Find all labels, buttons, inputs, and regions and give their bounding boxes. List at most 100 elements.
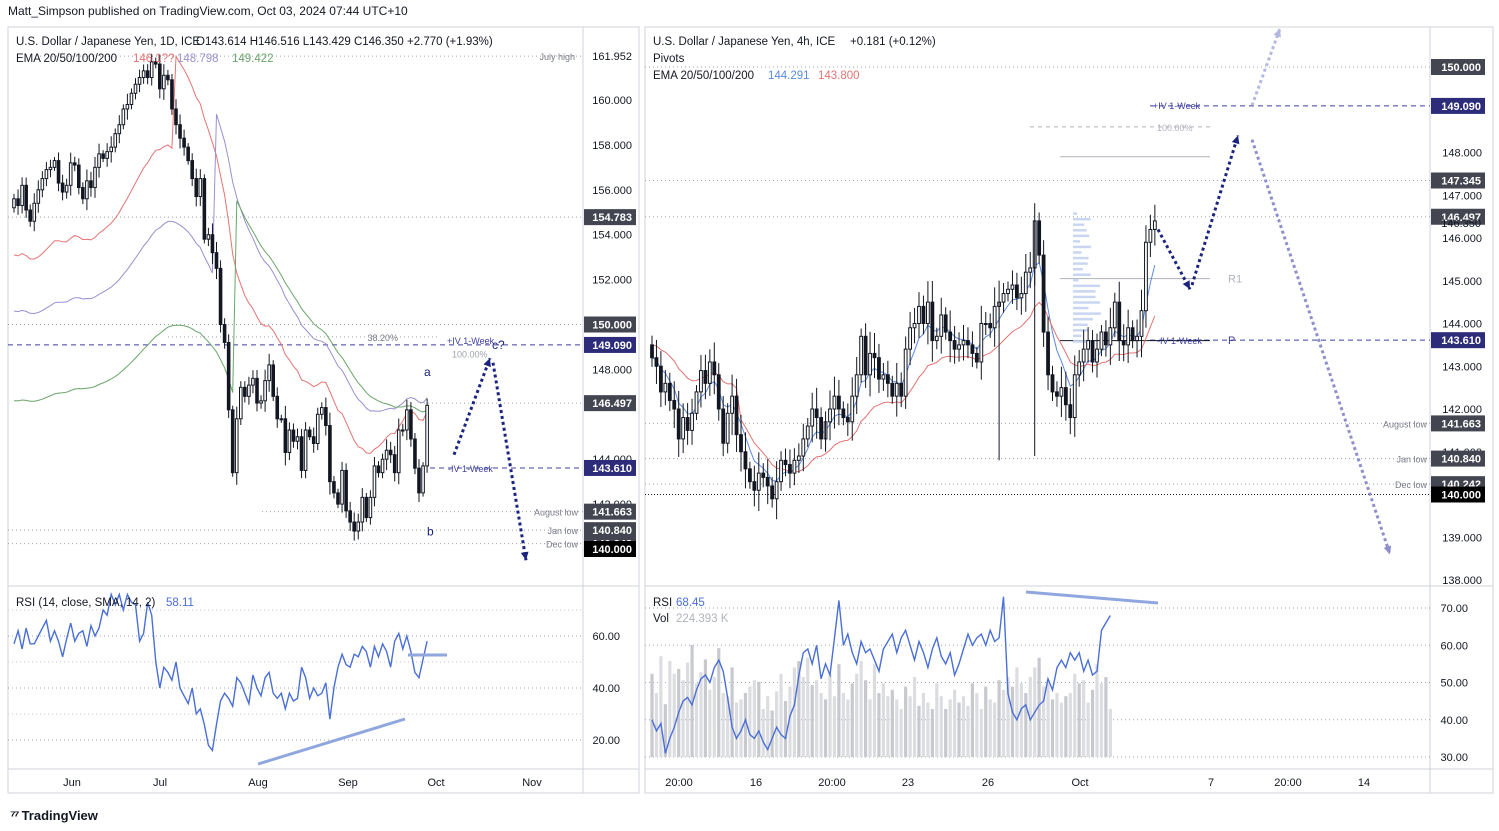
left-candle-body	[384, 449, 389, 460]
right-candle	[1019, 276, 1024, 315]
right-candle	[1023, 254, 1028, 312]
left-candle-body	[93, 166, 97, 189]
left-candle-body	[214, 252, 219, 269]
right-candle	[912, 307, 917, 344]
left-candle-body	[307, 429, 312, 438]
right-candle-body	[983, 323, 988, 325]
left-rsi-value: 58.11	[166, 597, 194, 609]
left-y-tick: 158.000	[592, 140, 632, 152]
left-candle-body	[376, 465, 381, 474]
right-candle-body	[1117, 301, 1122, 342]
right-x-tick: 20:00	[1274, 777, 1302, 789]
right-volume-bar	[841, 693, 845, 757]
right-volume-profile-bar	[1073, 234, 1090, 238]
brand-footer[interactable]: ⁷⁷ TradingView	[10, 807, 98, 823]
right-volume-bar	[1082, 680, 1086, 757]
right-volume-bar	[783, 701, 788, 757]
right-volume-bar	[908, 696, 912, 757]
right-volume-profile-bar	[1073, 295, 1096, 299]
right-candle	[694, 385, 699, 420]
right-volume-bar	[970, 683, 974, 757]
left-candle-body	[174, 108, 178, 126]
left-candle-body	[28, 209, 32, 222]
right-candle	[734, 378, 739, 452]
left-candle	[182, 129, 186, 156]
right-volume-bar	[859, 661, 863, 757]
right-volume-bar	[663, 704, 667, 757]
right-volume-bar	[961, 696, 966, 757]
right-candle-body	[992, 305, 997, 329]
right-candle-body	[1086, 340, 1090, 350]
left-ema-label: EMA 20/50/100/200	[16, 53, 117, 65]
left-candle-body	[364, 496, 369, 519]
left-candle	[64, 178, 69, 199]
left-price-tag: 140.000	[592, 544, 632, 556]
right-price-tag-bg	[1431, 450, 1485, 467]
left-candle-body	[89, 180, 93, 189]
right-ema-label: EMA 20/50/100/200	[653, 70, 754, 82]
right-candle	[730, 374, 735, 435]
right-volume-bar	[712, 677, 716, 757]
right-candle	[783, 448, 788, 477]
left-candle-body	[283, 418, 288, 453]
right-candle	[819, 407, 824, 450]
left-candle-body	[101, 153, 105, 159]
right-candle	[672, 381, 677, 429]
right-r1-label: R1	[1228, 274, 1242, 286]
right-volume-bar	[797, 661, 801, 757]
right-candle	[837, 379, 841, 426]
left-y-tick: 148.000	[592, 364, 632, 376]
left-candle	[360, 488, 365, 532]
right-candle-body	[1015, 284, 1019, 299]
right-candle-body	[894, 382, 899, 397]
left-candle	[259, 395, 263, 409]
left-candle	[137, 69, 142, 93]
left-rsi-tick: 60.00	[592, 631, 620, 643]
left-price-tag-bg	[584, 522, 636, 539]
right-candle-body	[774, 481, 779, 500]
right-volume-bar	[1108, 709, 1112, 757]
left-x-tick: Nov	[522, 777, 542, 789]
left-rsi-tick: 20.00	[592, 735, 620, 747]
right-down-arrow-1	[1156, 228, 1192, 291]
left-y-tick: 154.000	[592, 230, 632, 242]
left-candle-body	[352, 521, 356, 532]
right-volume-bar	[788, 686, 792, 757]
right-pivot-label: P	[1228, 335, 1235, 347]
left-candle-body	[401, 429, 405, 432]
left-candle-body	[133, 83, 138, 94]
right-candle	[801, 423, 806, 472]
tradingview-logo-icon: ⁷⁷	[10, 807, 19, 823]
right-candle	[663, 369, 668, 406]
right-candle	[1139, 289, 1144, 358]
right-candle	[650, 335, 654, 367]
right-candle-body	[943, 314, 948, 333]
left-candle	[117, 115, 122, 144]
right-volume-bar	[766, 696, 770, 757]
left-ema-value-3: 149.422	[232, 53, 274, 65]
left-candle-body	[32, 202, 37, 222]
right-candle	[1121, 324, 1126, 362]
left-candle-body	[255, 377, 259, 404]
left-candle-body	[271, 364, 275, 397]
left-candle-body	[344, 469, 348, 512]
right-candle-body	[845, 417, 850, 423]
right-volume-profile-bar	[1073, 306, 1089, 310]
right-candle-body	[681, 417, 686, 440]
left-candle-body	[218, 267, 223, 325]
left-candle	[44, 161, 49, 187]
left-candle-body	[141, 70, 146, 79]
left-candle	[328, 412, 332, 495]
right-candle-body	[885, 374, 890, 384]
right-candle	[903, 336, 908, 409]
right-price-tag: 140.000	[1441, 490, 1481, 502]
left-candle-body	[356, 521, 361, 532]
left-rsi-label: RSI (14, close, SMA, 14, 2)	[16, 597, 156, 609]
left-candle-body	[72, 162, 77, 166]
right-volume-bar	[966, 705, 970, 757]
right-volume-bar	[1055, 693, 1059, 757]
left-candle	[162, 64, 166, 100]
left-candle	[218, 260, 223, 333]
right-candle-body	[957, 344, 961, 350]
